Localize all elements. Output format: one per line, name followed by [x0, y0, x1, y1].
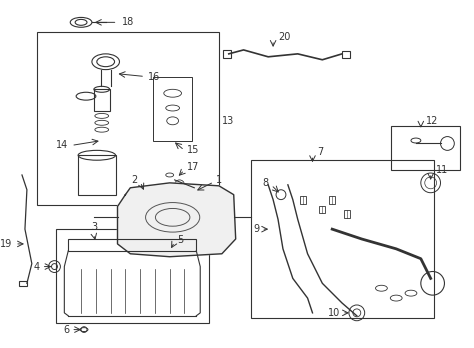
Text: 11: 11: [436, 165, 448, 175]
Bar: [251, 160, 434, 318]
Bar: [68, 239, 196, 251]
Bar: [344, 211, 350, 218]
Text: 8: 8: [262, 178, 268, 188]
Bar: [329, 196, 335, 204]
Bar: [319, 206, 325, 213]
Text: 17: 17: [187, 162, 200, 172]
Text: 6: 6: [63, 325, 69, 334]
Bar: [153, 77, 192, 141]
Text: 15: 15: [187, 145, 200, 155]
Text: 7: 7: [318, 147, 324, 157]
Text: 10: 10: [328, 308, 340, 318]
Text: 18: 18: [122, 17, 135, 27]
Bar: [37, 32, 219, 205]
Bar: [391, 126, 460, 170]
Text: 14: 14: [56, 141, 68, 150]
Text: 20: 20: [278, 32, 291, 42]
Bar: [56, 229, 209, 323]
Bar: [19, 281, 27, 286]
Text: 4: 4: [34, 262, 40, 271]
Bar: [94, 89, 109, 111]
Bar: [78, 155, 116, 195]
Text: 13: 13: [222, 116, 234, 126]
Text: 19: 19: [0, 239, 12, 249]
Text: 5: 5: [178, 235, 184, 245]
Text: 9: 9: [253, 224, 259, 234]
Text: 2: 2: [131, 175, 137, 185]
Text: 16: 16: [148, 71, 160, 81]
Bar: [223, 50, 231, 58]
Polygon shape: [118, 183, 236, 257]
Bar: [342, 51, 350, 58]
Text: 3: 3: [91, 222, 97, 232]
Bar: [300, 196, 306, 204]
Text: 12: 12: [426, 116, 438, 126]
Text: 1: 1: [216, 175, 222, 185]
